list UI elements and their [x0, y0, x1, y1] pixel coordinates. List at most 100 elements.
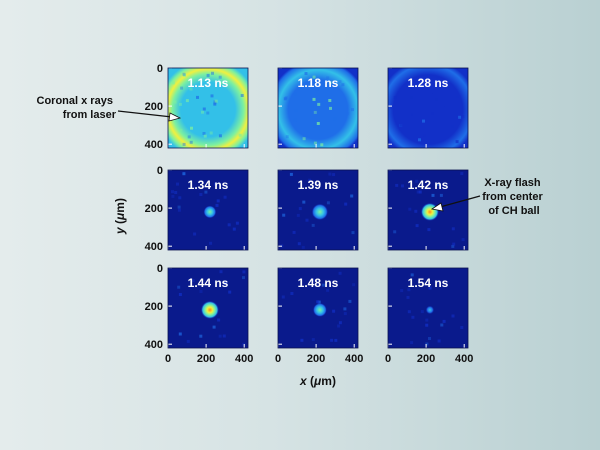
noise-speckle	[182, 172, 186, 176]
panel-time-label: 1.18 ns	[298, 76, 339, 90]
noise-speckle	[302, 200, 306, 204]
noise-speckle	[222, 334, 226, 338]
noise-speckle	[414, 209, 418, 213]
noise-speckle	[338, 80, 342, 84]
x-tick-label: 0	[165, 353, 171, 365]
x-tick-label: 200	[197, 353, 215, 365]
noise-speckle	[206, 73, 210, 77]
noise-speckle	[224, 281, 228, 285]
noise-speckle	[219, 81, 223, 85]
noise-speckle	[171, 190, 174, 194]
panel-frame	[387, 267, 469, 349]
y-axis-label-var: y	[113, 226, 127, 235]
noise-speckle	[311, 223, 315, 227]
noise-speckle	[401, 184, 404, 188]
noise-speckle	[285, 135, 289, 139]
noise-speckle	[313, 141, 317, 145]
noise-speckle	[174, 191, 178, 194]
noise-speckle	[416, 190, 420, 194]
noise-speckle	[228, 290, 232, 294]
noise-speckle	[328, 81, 332, 85]
noise-speckle	[458, 115, 462, 119]
noise-speckle	[428, 286, 432, 290]
image-panel: 1.18 ns	[277, 67, 359, 149]
image-panel: 1.54 ns 0 200 400	[385, 267, 473, 365]
noise-speckle	[179, 128, 183, 132]
noise-speckle	[217, 318, 221, 322]
noise-speckle	[213, 102, 217, 106]
noise-speckle	[316, 122, 320, 125]
annotation-coronal: Coronal x rays from laser	[37, 95, 117, 121]
noise-speckle	[312, 75, 316, 79]
noise-speckle	[199, 334, 203, 338]
x-axis-label-unit: m)	[321, 374, 336, 388]
noise-speckle	[178, 332, 182, 336]
noise-speckle	[313, 124, 317, 128]
noise-speckle	[341, 83, 345, 87]
noise-speckle	[304, 72, 308, 75]
noise-speckle	[201, 110, 204, 114]
image-panel: 1.28 ns	[387, 67, 469, 149]
noise-speckle	[428, 337, 431, 340]
noise-speckle	[326, 201, 330, 205]
panel-time-label: 1.42 ns	[408, 178, 449, 192]
noise-speckle	[206, 111, 210, 115]
noise-speckle	[437, 339, 441, 343]
y-tick-label: 400	[145, 241, 163, 253]
noise-speckle	[289, 172, 293, 176]
noise-speckle	[214, 182, 218, 186]
noise-speckle	[218, 334, 222, 338]
noise-speckle	[232, 227, 236, 231]
noise-speckle	[293, 118, 297, 122]
noise-speckle	[203, 134, 207, 138]
noise-speckle	[292, 230, 296, 234]
noise-speckle	[282, 213, 286, 217]
noise-speckle	[440, 323, 444, 327]
noise-speckle	[351, 231, 355, 235]
noise-speckle	[427, 228, 431, 232]
annotation-flash-line1: X-ray flash	[484, 177, 541, 189]
panel-time-label: 1.28 ns	[408, 76, 449, 90]
noise-speckle	[177, 208, 181, 212]
noise-speckle	[343, 307, 347, 311]
noise-speckle	[425, 323, 429, 327]
noise-speckle	[218, 134, 222, 138]
noise-speckle	[408, 108, 411, 112]
image-panel: 1.42 ns	[387, 169, 469, 251]
noise-speckle	[451, 227, 455, 231]
noise-speckle	[182, 72, 186, 76]
noise-speckle	[418, 138, 421, 142]
noise-speckle	[187, 135, 191, 139]
noise-speckle	[433, 118, 437, 122]
y-axis-label-mu: μ	[113, 212, 127, 221]
noise-speckle	[178, 196, 182, 200]
coronal-emission	[168, 68, 248, 148]
noise-speckle	[199, 193, 203, 196]
noise-speckle	[461, 238, 465, 242]
annotation-coronal-arrow-head	[168, 112, 182, 122]
noise-speckle	[212, 325, 216, 329]
noise-speckle	[332, 309, 336, 313]
noise-speckle	[420, 86, 423, 90]
noise-speckle	[425, 342, 429, 346]
noise-speckle	[329, 106, 332, 110]
panel-frame	[277, 67, 359, 149]
noise-speckle	[171, 81, 175, 85]
x-tick-label: 0	[385, 353, 391, 365]
noise-speckle	[298, 207, 302, 211]
noise-speckle	[177, 285, 181, 289]
noise-speckle	[461, 115, 465, 119]
panel-time-label: 1.34 ns	[188, 178, 229, 192]
image-panel: 1.48 ns 0 200 400	[275, 267, 363, 365]
noise-speckle	[196, 95, 199, 99]
noise-speckle	[346, 112, 350, 116]
noise-speckle	[308, 178, 312, 182]
image-panel: 1.39 ns	[277, 169, 359, 251]
y-axis-label-open: (	[113, 220, 127, 227]
axes-group: y (μm) x (μm)	[113, 198, 336, 388]
noise-speckle	[283, 97, 287, 101]
noise-speckle	[311, 338, 315, 342]
noise-speckle	[219, 270, 223, 274]
